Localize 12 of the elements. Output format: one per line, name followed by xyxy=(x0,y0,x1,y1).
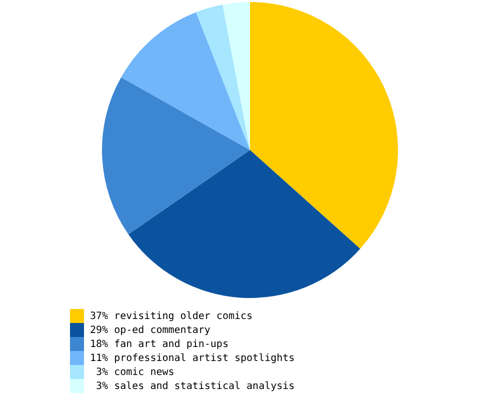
pie-slice xyxy=(121,12,250,150)
pie-slice xyxy=(250,2,398,249)
legend-label: 37% revisiting older comics xyxy=(90,311,253,322)
legend-label: 11% professional artist spotlights xyxy=(90,353,295,364)
pie-slice xyxy=(196,4,250,150)
pie-slice xyxy=(128,150,360,298)
pie-slice xyxy=(102,77,250,234)
legend-label: 29% op-ed commentary xyxy=(90,325,210,336)
legend-label: 3% sales and statistical analysis xyxy=(90,381,295,392)
pie-slice xyxy=(222,2,250,150)
legend-label: 18% fan art and pin-ups xyxy=(90,339,228,350)
legend-label: 3% comic news xyxy=(90,367,174,378)
